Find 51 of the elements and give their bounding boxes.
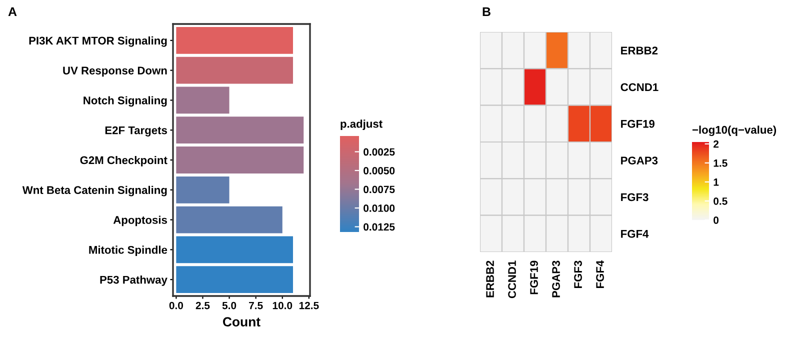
bar bbox=[176, 266, 294, 294]
chart-title: B bbox=[482, 7, 490, 16]
bar bbox=[176, 146, 304, 174]
color-bar-title: −log10(q−value) bbox=[692, 126, 776, 136]
y-tick-label: Mitotic Spindle bbox=[89, 246, 168, 256]
color-bar-label: 0.0025 bbox=[364, 148, 395, 156]
color-bar-label: 0.0050 bbox=[364, 167, 395, 174]
bar bbox=[176, 86, 230, 114]
color-bar-label: 0.0075 bbox=[364, 186, 395, 194]
bar bbox=[176, 56, 294, 84]
y-tick-label: Notch Signaling bbox=[84, 96, 167, 107]
x-tick-label: 10.0 bbox=[272, 302, 292, 310]
bar bbox=[176, 176, 230, 204]
x-tick-label: 0.0 bbox=[169, 302, 183, 310]
x-tick-label: CCND1 bbox=[508, 260, 516, 298]
y-tick-label: FGF19 bbox=[621, 120, 654, 128]
color-bar-label: 0 bbox=[714, 216, 719, 224]
x-tick-label: 12.5 bbox=[299, 302, 319, 310]
bar bbox=[176, 26, 294, 54]
color-bar-label: 0.0125 bbox=[364, 223, 395, 231]
color-bar-label: 0.5 bbox=[714, 197, 728, 205]
y-tick-label: FGF4 bbox=[621, 230, 649, 238]
color-bar-label: 1 bbox=[714, 178, 719, 186]
x-tick-label: 7.5 bbox=[249, 302, 263, 310]
bar bbox=[176, 236, 294, 264]
x-tick-label: FGF19 bbox=[530, 260, 538, 294]
y-tick-label: FGF3 bbox=[621, 193, 648, 202]
color-bar-label: 1.5 bbox=[714, 160, 728, 167]
x-tick-label: FGF3 bbox=[574, 260, 582, 288]
y-tick-label: P53 Pathway bbox=[100, 276, 168, 286]
x-axis-title: Count bbox=[222, 317, 260, 327]
bar bbox=[176, 206, 282, 234]
y-tick-label: G2M Checkpoint bbox=[80, 156, 168, 166]
x-tick-label: 2.5 bbox=[196, 302, 210, 310]
y-tick-label: Apoptosis bbox=[113, 216, 167, 226]
x-tick-label: PGAP3 bbox=[552, 260, 560, 298]
y-tick-label: CCND1 bbox=[620, 83, 658, 92]
text: A bbox=[8, 7, 17, 16]
x-tick-label: 5.0 bbox=[222, 302, 236, 310]
color-bar-title: p.adjust bbox=[340, 120, 382, 130]
y-tick-label: PGAP3 bbox=[621, 156, 658, 164]
y-tick-label: E2F Targets bbox=[105, 126, 167, 136]
y-tick-label: ERBB2 bbox=[621, 46, 658, 54]
color-bar-label: 2 bbox=[714, 140, 719, 148]
y-tick-label: Wnt Beta Catenin Signaling bbox=[22, 186, 167, 196]
x-tick-label: ERBB2 bbox=[486, 260, 494, 298]
x-tick-label: FGF4 bbox=[596, 260, 604, 288]
bar bbox=[176, 116, 304, 144]
y-tick-label: PI3K AKT MTOR Signaling bbox=[29, 36, 167, 47]
color-bar-label: 0.0100 bbox=[364, 204, 395, 212]
y-tick-label: UV Response Down bbox=[63, 66, 167, 77]
